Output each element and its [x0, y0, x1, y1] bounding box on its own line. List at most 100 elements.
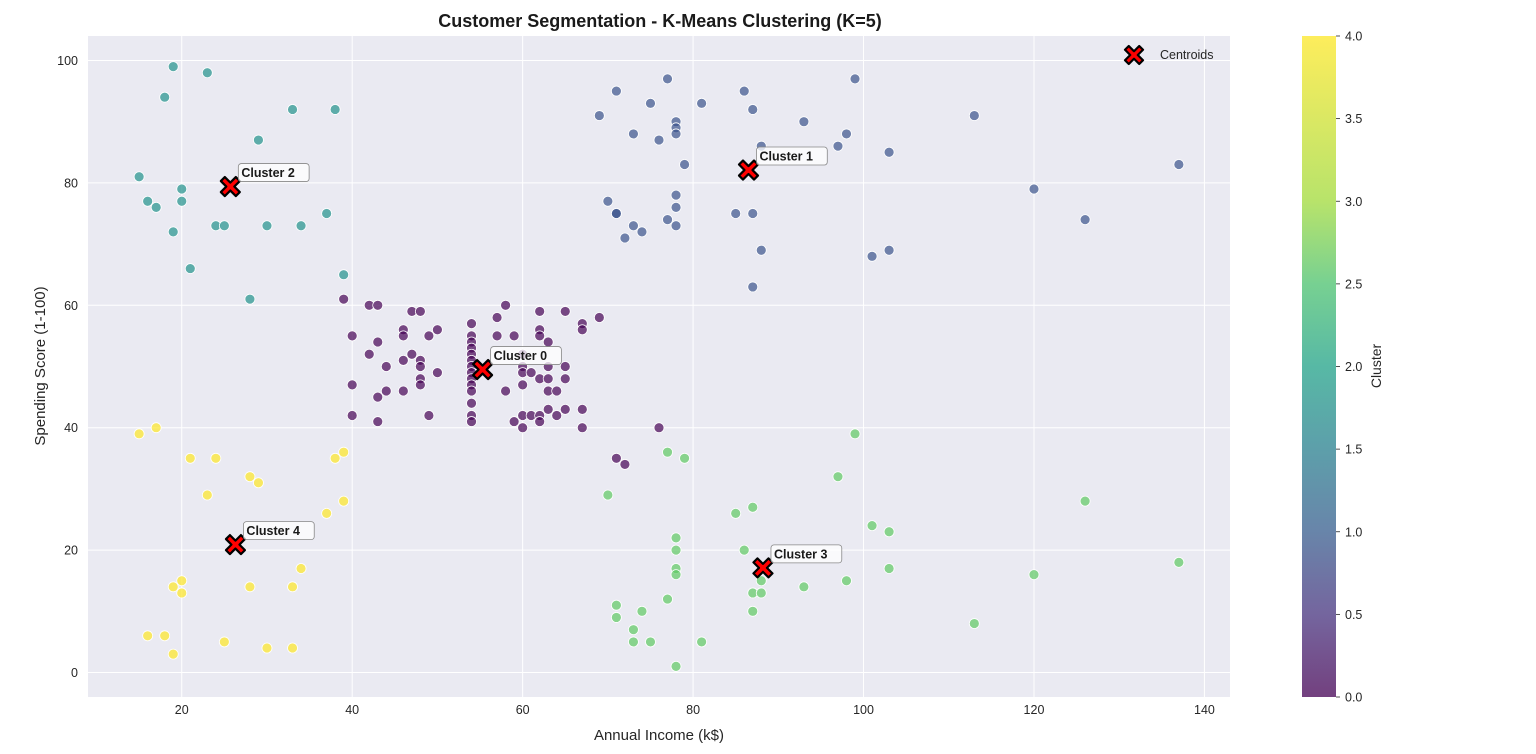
data-point-cluster-0: [432, 367, 443, 379]
colorbar-ticks: 0.0 0.5 1.0 1.5 2.0 2.5 3.0 3.5 4.0: [1336, 30, 1362, 705]
colorbar-tick-label: 1.5: [1345, 443, 1362, 457]
data-point-cluster-1: [730, 208, 742, 219]
colorbar-tick-label: 1.0: [1345, 525, 1362, 539]
data-point-cluster-3: [670, 544, 682, 556]
data-point-cluster-0: [517, 422, 529, 434]
data-point-cluster-0: [508, 330, 520, 342]
x-axis-label: Annual Income (k$): [594, 727, 724, 744]
data-point-cluster-0: [372, 299, 384, 311]
data-point-cluster-3: [602, 489, 614, 501]
data-point-cluster-4: [338, 446, 350, 458]
data-point-cluster-3: [968, 618, 980, 629]
data-point-cluster-0: [500, 385, 511, 397]
data-point-cluster-1: [738, 85, 750, 97]
data-point-cluster-1: [849, 73, 861, 85]
data-point-cluster-1: [679, 159, 690, 170]
data-point-cluster-1: [1173, 159, 1185, 170]
data-point-cluster-1: [653, 134, 665, 146]
data-point-cluster-0: [346, 379, 358, 391]
data-point-cluster-0: [491, 330, 503, 342]
data-point-cluster-3: [610, 599, 622, 611]
data-point-cluster-0: [542, 336, 554, 348]
data-point-cluster-1: [628, 220, 639, 232]
data-point-cluster-0: [372, 391, 384, 403]
data-point-cluster-1: [662, 214, 673, 226]
data-point-cluster-2: [329, 104, 341, 115]
data-point-cluster-0: [372, 416, 384, 427]
y-axis-label: Spending Score (1-100): [32, 286, 49, 445]
data-point-cluster-4: [167, 648, 179, 660]
x-tick-label: 80: [686, 703, 700, 717]
data-point-cluster-1: [636, 226, 648, 238]
x-tick-label: 40: [345, 703, 359, 717]
data-point-cluster-1: [619, 232, 631, 244]
colorbar-tick-label: 0.0: [1345, 691, 1362, 705]
data-point-cluster-0: [534, 416, 546, 427]
data-point-cluster-4: [329, 452, 341, 464]
data-point-cluster-4: [142, 630, 154, 642]
x-tick-label: 140: [1194, 703, 1215, 717]
data-point-cluster-3: [730, 507, 742, 519]
data-point-cluster-1: [883, 146, 895, 158]
data-point-cluster-3: [610, 612, 622, 623]
data-point-cluster-1: [593, 110, 605, 121]
data-point-cluster-4: [261, 642, 273, 654]
data-point-cluster-2: [244, 293, 256, 305]
data-point-cluster-1: [747, 208, 759, 219]
data-point-cluster-2: [176, 195, 188, 207]
data-point-cluster-3: [628, 636, 639, 648]
data-point-cluster-1: [747, 281, 759, 293]
y-tick-label: 40: [64, 421, 78, 435]
colorbar-gradient: [1302, 36, 1336, 697]
data-point-cluster-0: [653, 422, 665, 434]
data-point-cluster-0: [414, 306, 426, 317]
data-point-cluster-2: [295, 220, 307, 232]
data-point-cluster-1: [610, 208, 622, 219]
data-point-cluster-4: [150, 422, 162, 434]
data-point-cluster-3: [755, 575, 767, 587]
centroid-label-4: Cluster 4: [246, 524, 300, 538]
data-point-cluster-0: [559, 403, 571, 415]
data-point-cluster-0: [397, 330, 409, 342]
data-point-cluster-2: [287, 104, 298, 115]
data-point-cluster-1: [696, 97, 708, 109]
data-point-cluster-2: [321, 208, 333, 219]
centroid-label-box-1: [756, 146, 828, 166]
data-point-cluster-1: [645, 97, 656, 109]
data-point-cluster-0: [559, 306, 571, 317]
data-point-cluster-3: [1173, 556, 1185, 568]
data-point-cluster-0: [576, 324, 588, 336]
data-point-cluster-3: [628, 624, 639, 636]
y-axis-ticks: 0 20 40 60 80 100: [57, 54, 78, 680]
colorbar-tick-label: 4.0: [1345, 30, 1362, 44]
data-point-cluster-4: [184, 452, 196, 464]
data-point-cluster-3: [1028, 569, 1040, 580]
data-point-cluster-3: [866, 520, 878, 532]
data-point-cluster-3: [670, 532, 682, 544]
data-point-cluster-0: [508, 416, 520, 427]
y-tick-label: 20: [64, 544, 78, 558]
data-point-cluster-4: [176, 575, 188, 587]
data-point-cluster-4: [321, 507, 333, 519]
data-point-cluster-3: [1079, 495, 1091, 507]
data-point-cluster-1: [968, 110, 980, 121]
data-point-cluster-3: [662, 593, 673, 605]
centroid-label-box-2: [237, 163, 310, 182]
colorbar-label: Cluster: [1368, 343, 1384, 388]
data-point-cluster-4: [287, 581, 298, 593]
data-point-cluster-0: [542, 373, 554, 385]
data-point-cluster-0: [551, 410, 563, 421]
data-point-cluster-0: [414, 361, 426, 372]
data-point-cluster-0: [372, 336, 384, 348]
data-point-cluster-0: [338, 293, 350, 305]
centroid-label-box-0: [490, 346, 562, 365]
colorbar-tick-label: 3.0: [1345, 195, 1362, 209]
data-point-cluster-2: [218, 220, 230, 232]
data-point-cluster-3: [883, 563, 895, 574]
data-point-cluster-3: [679, 452, 690, 464]
data-point-cluster-1: [670, 201, 682, 213]
chart-title: Customer Segmentation - K-Means Clusteri…: [438, 11, 882, 31]
data-point-cluster-3: [849, 428, 861, 440]
data-point-cluster-0: [559, 373, 571, 385]
